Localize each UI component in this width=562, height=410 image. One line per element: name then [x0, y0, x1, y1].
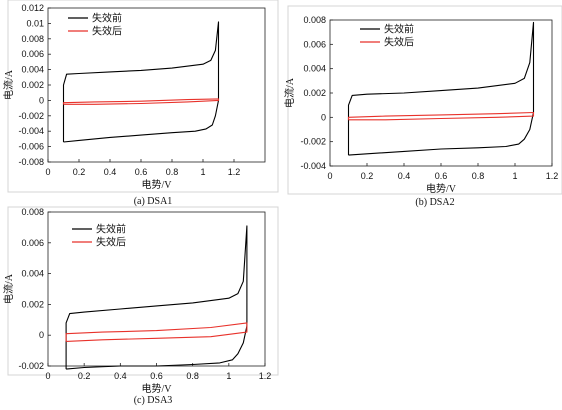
series-line-after-failure [347, 111, 535, 121]
legend-label: 失效后 [384, 36, 414, 49]
x-tick-label: 0 [327, 171, 332, 181]
x-tick-label: 1.2 [228, 167, 241, 177]
y-tick-label: 0.002 [21, 80, 44, 90]
legend-label: 失效前 [92, 12, 122, 25]
x-tick-label: 1.2 [546, 171, 559, 181]
y-tick-label: 0.012 [21, 3, 44, 13]
y-tick-label: -0.006 [18, 142, 44, 152]
y-tick-label: 0.004 [21, 269, 44, 279]
x-tick-label: 0.4 [398, 171, 411, 181]
x-tick-label: 1 [512, 171, 517, 181]
y-tick-label: -0.002 [18, 111, 44, 121]
x-tick-label: 0.2 [361, 171, 374, 181]
y-tick-label: 0 [39, 95, 44, 105]
y-tick-label: -0.002 [18, 361, 44, 371]
y-axis-label: 电流/A [2, 69, 15, 100]
plot-area [329, 19, 553, 167]
x-tick-label: 0.8 [166, 167, 179, 177]
x-tick-label: 0 [45, 371, 50, 381]
chart-panel-2: -0.004 -0.002 0 0.002 0.004 0.006 0.008 0 0.2 0.4… [283, 5, 562, 208]
chart-panel-1: -0.008 -0.006 -0.004 -0.002 0 0.002 0.004 0.006… [2, 0, 279, 207]
y-tick-label: 0.008 [21, 207, 44, 217]
x-tick-label: 0.4 [114, 371, 127, 381]
y-axis-label: 电流/A [2, 273, 15, 304]
series-line-after-failure [65, 322, 248, 342]
y-tick-label: 0.002 [303, 88, 326, 98]
x-tick-label: 0.4 [104, 167, 117, 177]
x-tick-label: 0.6 [435, 171, 448, 181]
plot-area [47, 7, 266, 163]
y-tick-label: 0 [321, 112, 326, 122]
y-tick-label: 0.004 [303, 64, 326, 74]
panel-caption: (b) DSA2 [415, 197, 454, 208]
y-tick-label: 0 [39, 330, 44, 340]
y-tick-label: -0.008 [18, 157, 44, 167]
series-line-after-failure [62, 98, 220, 105]
legend-label: 失效后 [96, 236, 126, 249]
panel-frame [7, 0, 279, 193]
plot-area [47, 211, 266, 367]
x-tick-label: 0 [45, 167, 50, 177]
x-tick-label: 0.8 [472, 171, 485, 181]
x-axis-label: 电势/V [142, 382, 173, 395]
y-tick-label: 0.008 [21, 34, 44, 44]
panel-frame [7, 206, 279, 376]
panel-frame [287, 5, 562, 195]
y-tick-label: -0.004 [300, 161, 326, 171]
y-tick-label: 0.004 [21, 65, 44, 75]
y-tick-label: 0.008 [303, 15, 326, 25]
series-line-before-failure [62, 21, 220, 143]
legend-label: 失效前 [96, 223, 126, 236]
y-tick-label: 0.006 [21, 238, 44, 248]
y-tick-label: 0.006 [303, 39, 326, 49]
x-tick-label: 1 [226, 371, 231, 381]
x-tick-label: 1.2 [259, 371, 272, 381]
series-line-before-failure [347, 21, 535, 156]
x-tick-label: 0.2 [78, 371, 91, 381]
x-axis-label: 电势/V [142, 178, 173, 191]
y-tick-label: 0.006 [21, 49, 44, 59]
legend-label: 失效后 [92, 25, 122, 38]
x-axis-label: 电势/V [426, 182, 457, 195]
x-tick-label: 0.6 [150, 371, 163, 381]
x-tick-label: 1 [200, 167, 205, 177]
panel-caption: (a) DSA1 [134, 196, 173, 207]
x-tick-label: 0.2 [73, 167, 86, 177]
panel-caption: (c) DSA3 [134, 395, 173, 406]
y-axis-label: 电流/A [283, 77, 296, 108]
x-tick-label: 0.8 [186, 371, 199, 381]
series-line-before-failure [65, 225, 248, 370]
legend-label: 失效前 [384, 23, 414, 36]
y-tick-label: 0.002 [21, 299, 44, 309]
y-tick-label: -0.002 [300, 137, 326, 147]
x-tick-label: 0.6 [135, 167, 148, 177]
y-tick-label: -0.004 [18, 126, 44, 136]
y-tick-label: 0.01 [26, 18, 44, 28]
